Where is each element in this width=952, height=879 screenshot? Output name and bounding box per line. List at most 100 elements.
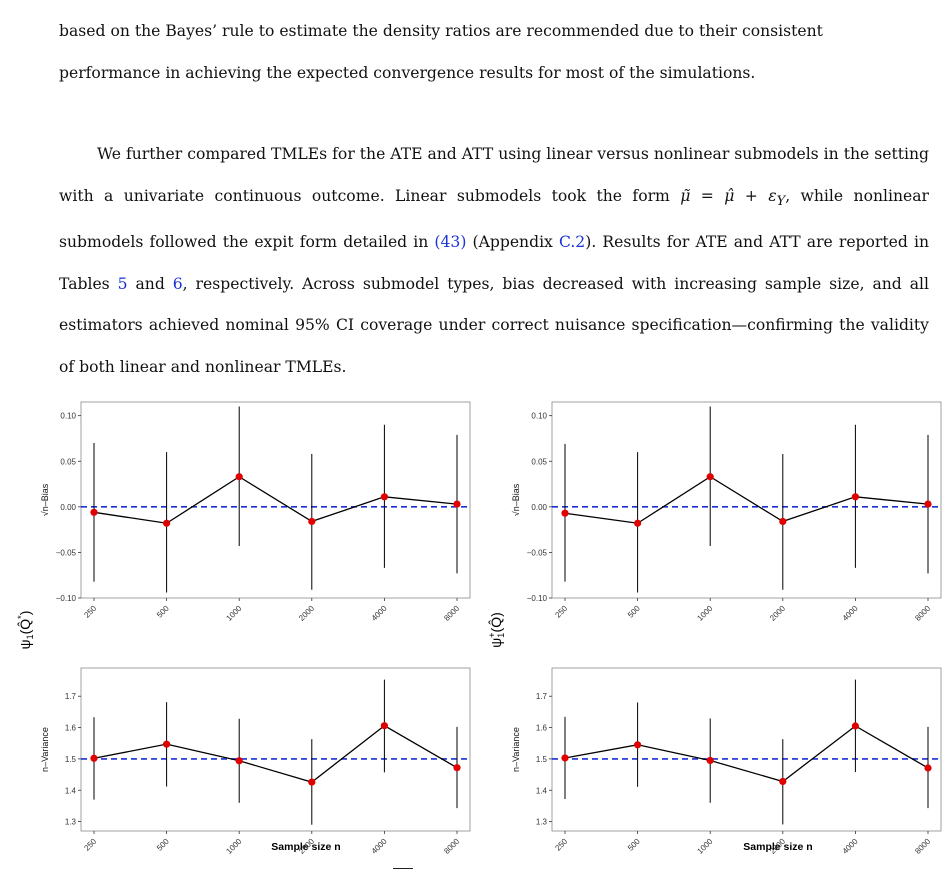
series-line: [93, 724, 458, 783]
data-point: [235, 757, 243, 765]
table-5-reference-link[interactable]: 5: [117, 274, 128, 293]
y-tick-label: 1.4: [65, 786, 77, 795]
data-point: [779, 517, 787, 526]
series-line: [564, 725, 929, 783]
data-point: [453, 764, 461, 772]
y-tick-label: 1.5: [536, 755, 548, 764]
chart-panel-top-left: −0.10 −0.05 0.00 0.05 0.10 250 500 1000 2000 4000…: [40, 401, 471, 623]
data-point: [561, 509, 569, 517]
x-tick-label: 500: [155, 836, 171, 852]
x-tick-label: 250: [553, 603, 569, 619]
data-point: [235, 473, 243, 481]
data-point: [90, 508, 98, 516]
x-tick-label: 250: [553, 836, 569, 852]
x-axis-label-left: Sample size n: [271, 841, 340, 853]
paragraph-line: performance in achieving the expected co…: [59, 63, 756, 82]
y-tick-label: −0.10: [527, 594, 548, 603]
data-point: [706, 473, 714, 481]
x-tick-label: 250: [82, 836, 98, 852]
x-tick-label: 1000: [695, 836, 714, 855]
data-point: [453, 500, 461, 508]
text-run: and: [127, 274, 173, 293]
y-tick-label: 0.05: [60, 457, 76, 466]
y-tick-label: 1.5: [65, 755, 77, 764]
text-run: , while nonlinear submodels followed the…: [59, 186, 929, 252]
data-point: [851, 722, 860, 730]
y-tick-label: 1.7: [536, 692, 548, 701]
y-tick-label: 1.4: [536, 786, 548, 795]
y-tick-label: −0.05: [527, 548, 548, 557]
text-run: ). Results for ATE and ATT are reported …: [59, 233, 929, 293]
x-tick-label: 8000: [913, 603, 932, 622]
panel-frame: [551, 667, 942, 832]
y-axis-label: √n–Bias: [40, 483, 50, 516]
y-tick-label: 1.3: [536, 818, 548, 827]
x-tick-label: 500: [626, 603, 642, 619]
data-point: [90, 754, 98, 762]
data-point: [163, 740, 171, 748]
y-axis-label: n–Variance: [40, 727, 50, 772]
data-point: [308, 517, 316, 526]
x-axis-label-right: Sample size n: [743, 841, 812, 853]
formula-subscript: Y: [776, 193, 786, 209]
series-line: [564, 475, 929, 524]
text-run: , respectively. Across submodel types, b…: [59, 274, 929, 376]
appendix-reference-link[interactable]: C.2: [558, 233, 586, 252]
x-tick-label: 1000: [695, 603, 714, 622]
x-tick-label: 4000: [841, 836, 860, 855]
data-point: [561, 754, 569, 762]
right-group-label: ψ1+(Q̂): [487, 612, 506, 647]
y-tick-label: 0.10: [531, 412, 547, 421]
x-tick-label: 1000: [224, 836, 243, 855]
x-tick-label: 8000: [442, 603, 461, 622]
x-tick-label: 500: [155, 603, 171, 619]
y-tick-label: 0.00: [60, 503, 76, 512]
y-tick-label: 0.10: [60, 412, 76, 421]
data-point: [634, 741, 642, 749]
x-tick-label: 4000: [370, 603, 389, 622]
y-tick-label: 1.7: [65, 692, 77, 701]
paragraph-line: based on the Bayes’ rule to estimate the…: [59, 22, 823, 40]
x-tick-label: 4000: [370, 836, 389, 855]
y-tick-label: 1.6: [536, 724, 548, 733]
data-point: [380, 493, 388, 501]
y-tick-label: −0.05: [56, 548, 77, 557]
data-point: [851, 493, 860, 501]
panel-frame: [551, 401, 942, 599]
left-group-label: ψ1(Q̂*): [16, 611, 35, 650]
left-group-label-text: ψ1(Q̂*): [16, 611, 35, 650]
data-point: [779, 777, 787, 786]
text-run: (Appendix: [466, 233, 559, 252]
series-line: [93, 475, 458, 524]
y-tick-label: 1.6: [65, 724, 77, 733]
x-tick-label: 8000: [442, 836, 461, 855]
right-group-label-text: ψ1+(Q̂): [487, 612, 506, 647]
x-tick-label: 250: [82, 603, 98, 619]
data-point: [308, 778, 316, 786]
y-tick-label: 0.05: [531, 457, 547, 466]
data-point: [163, 519, 171, 527]
data-point: [924, 764, 932, 772]
panel-frame: [80, 667, 471, 832]
data-point: [706, 756, 714, 765]
y-tick-label: 0.00: [531, 503, 547, 512]
x-tick-label: 2000: [297, 603, 316, 622]
equation-reference-link[interactable]: (43): [434, 233, 467, 252]
caption-fragment: [393, 868, 413, 869]
paragraph-submodels: We further compared TMLEs for the ATE an…: [59, 134, 929, 388]
panel-frame: [80, 401, 471, 599]
x-tick-label: 4000: [841, 603, 860, 622]
simulation-figure: ψ1(Q̂*) ψ1+(Q̂) Sample size n Sample siz…: [16, 401, 942, 856]
y-tick-label: 1.3: [65, 818, 77, 827]
x-tick-label: 2000: [768, 603, 787, 622]
y-tick-label: −0.10: [56, 594, 77, 603]
inline-formula: μ̃ = μ̂ + εY: [680, 187, 785, 209]
x-tick-label: 1000: [224, 603, 243, 622]
table-6-reference-link[interactable]: 6: [172, 274, 183, 293]
chart-panel-top-right: −0.10 −0.05 0.00 0.05 0.10 250 500 1000 2000 4000…: [511, 401, 942, 623]
y-axis-label: √n–Bias: [511, 483, 521, 516]
text-run: We further compared TMLEs for the ATE an…: [59, 145, 929, 205]
x-tick-label: 8000: [913, 836, 932, 855]
